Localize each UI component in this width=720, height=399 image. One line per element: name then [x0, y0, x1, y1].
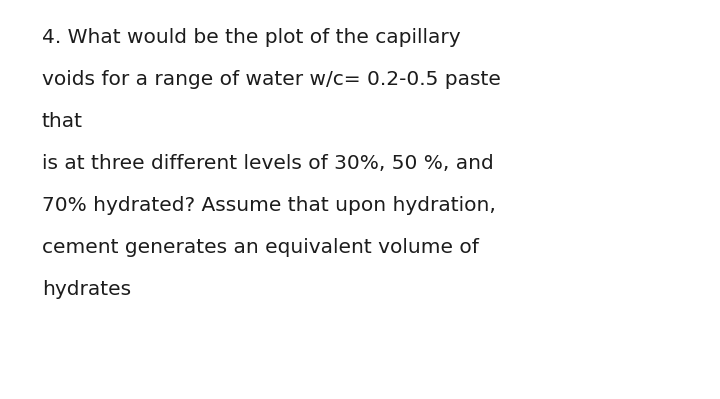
Text: 4. What would be the plot of the capillary: 4. What would be the plot of the capilla… [42, 28, 461, 47]
Text: voids for a range of water w/c= 0.2-0.5 paste: voids for a range of water w/c= 0.2-0.5 … [42, 70, 501, 89]
Text: hydrates: hydrates [42, 280, 131, 299]
Text: cement generates an equivalent volume of: cement generates an equivalent volume of [42, 238, 479, 257]
Text: 70% hydrated? Assume that upon hydration,: 70% hydrated? Assume that upon hydration… [42, 196, 496, 215]
Text: that: that [42, 112, 83, 131]
Text: is at three different levels of 30%, 50 %, and: is at three different levels of 30%, 50 … [42, 154, 494, 173]
